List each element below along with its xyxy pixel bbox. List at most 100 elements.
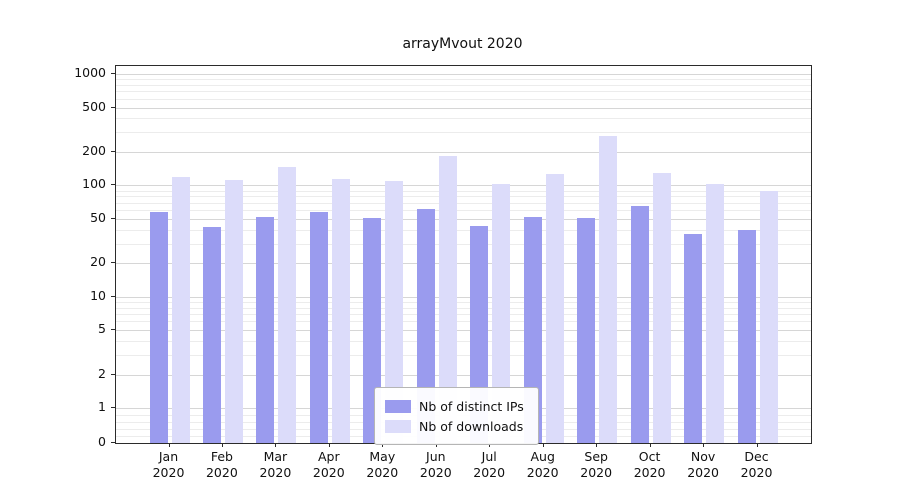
- bar: [224, 179, 243, 443]
- major-gridline: [116, 185, 811, 187]
- bar: [737, 229, 756, 443]
- bar: [171, 176, 190, 443]
- y-tick-label: 5: [98, 321, 106, 337]
- plot-area: [115, 65, 812, 444]
- major-gridline: [116, 374, 811, 376]
- legend-item-distinct-ips: Nb of distinct IPs: [385, 396, 524, 416]
- y-tick-mark: [111, 442, 115, 443]
- bar: [684, 233, 703, 443]
- x-tick-mark: [382, 443, 384, 447]
- major-gridline: [116, 218, 811, 220]
- x-tick-label: Oct 2020: [633, 449, 666, 480]
- legend-swatch-downloads: [385, 419, 411, 433]
- bar: [706, 183, 725, 443]
- legend-label-distinct-ips: Nb of distinct IPs: [419, 398, 524, 414]
- bar: [149, 211, 168, 443]
- x-tick-label: Jul 2020: [473, 449, 506, 480]
- y-tick-mark: [111, 295, 115, 297]
- y-tick-mark: [111, 262, 115, 264]
- bar: [202, 227, 221, 443]
- y-tick-label: 50: [90, 209, 106, 225]
- y-tick-label: 2: [98, 365, 106, 381]
- x-tick-mark: [542, 443, 544, 447]
- bar: [759, 190, 778, 443]
- minor-gridline: [116, 229, 811, 231]
- minor-gridline: [116, 132, 811, 134]
- y-tick-mark: [111, 329, 115, 331]
- x-tick-label: Mar 2020: [259, 449, 292, 480]
- bar: [438, 155, 457, 443]
- bar: [385, 180, 404, 443]
- bar: [278, 167, 297, 443]
- minor-gridline: [116, 98, 811, 100]
- minor-gridline: [116, 243, 811, 245]
- y-tick-label: 1: [98, 399, 106, 414]
- bar: [630, 205, 649, 443]
- x-tick-mark: [435, 443, 437, 447]
- minor-gridline: [116, 79, 811, 81]
- x-tick-label: Jan 2020: [152, 449, 185, 480]
- bar: [523, 217, 542, 443]
- bar: [416, 208, 435, 443]
- x-tick-mark: [649, 443, 651, 447]
- x-tick-mark: [703, 443, 705, 447]
- y-tick-mark: [111, 106, 115, 108]
- minor-gridline: [116, 210, 811, 212]
- y-tick-mark: [111, 150, 115, 152]
- x-tick-label: Nov 2020: [687, 449, 719, 480]
- legend-swatch-distinct-ips: [385, 399, 411, 413]
- minor-gridline: [116, 341, 811, 342]
- minor-gridline: [116, 84, 811, 86]
- bar: [492, 184, 511, 443]
- minor-gridline: [116, 196, 811, 198]
- x-tick-label: May 2020: [366, 449, 399, 480]
- chart-title: arrayMvout 2020: [402, 36, 523, 52]
- minor-gridline: [116, 202, 811, 204]
- legend-item-downloads: Nb of downloads: [385, 416, 524, 436]
- x-tick-label: Aug 2020: [526, 449, 559, 480]
- x-tick-mark: [168, 443, 170, 447]
- minor-gridline: [116, 313, 811, 315]
- major-gridline: [116, 330, 811, 332]
- x-tick-mark: [221, 443, 223, 447]
- y-tick-mark: [111, 373, 115, 375]
- x-tick-mark: [275, 443, 277, 447]
- x-tick-mark: [489, 443, 491, 447]
- minor-gridline: [116, 190, 811, 192]
- major-gridline: [116, 107, 811, 109]
- bar: [256, 217, 275, 443]
- minor-gridline: [116, 307, 811, 309]
- minor-gridline: [116, 354, 811, 356]
- y-tick-label: 10: [90, 287, 106, 303]
- y-tick-mark: [111, 407, 115, 408]
- bar: [652, 172, 671, 443]
- minor-gridline: [116, 91, 811, 93]
- legend-label-downloads: Nb of downloads: [419, 418, 524, 434]
- y-tick-label: 1000: [74, 65, 106, 81]
- bar: [331, 178, 350, 443]
- y-tick-label: 200: [82, 142, 106, 158]
- bar: [309, 211, 328, 443]
- y-tick-mark: [111, 217, 115, 219]
- bar: [363, 217, 382, 443]
- x-tick-label: Apr 2020: [312, 449, 345, 480]
- x-tick-label: Dec 2020: [740, 449, 773, 480]
- bar: [599, 135, 618, 443]
- y-tick-mark: [111, 184, 115, 186]
- y-tick-label: 500: [82, 98, 106, 114]
- x-tick-label: Jun 2020: [419, 449, 452, 480]
- y-tick-label: 0: [98, 434, 106, 449]
- x-tick-mark: [756, 443, 758, 447]
- y-tick-mark: [111, 73, 115, 75]
- minor-gridline: [116, 321, 811, 323]
- x-tick-label: Feb 2020: [205, 449, 238, 480]
- major-gridline: [116, 296, 811, 298]
- minor-gridline: [116, 301, 811, 303]
- bar: [577, 217, 596, 443]
- major-gridline: [116, 151, 811, 153]
- x-tick-mark: [328, 443, 330, 447]
- major-gridline: [116, 74, 811, 76]
- x-tick-label: Sep 2020: [580, 449, 613, 480]
- bar: [545, 173, 564, 443]
